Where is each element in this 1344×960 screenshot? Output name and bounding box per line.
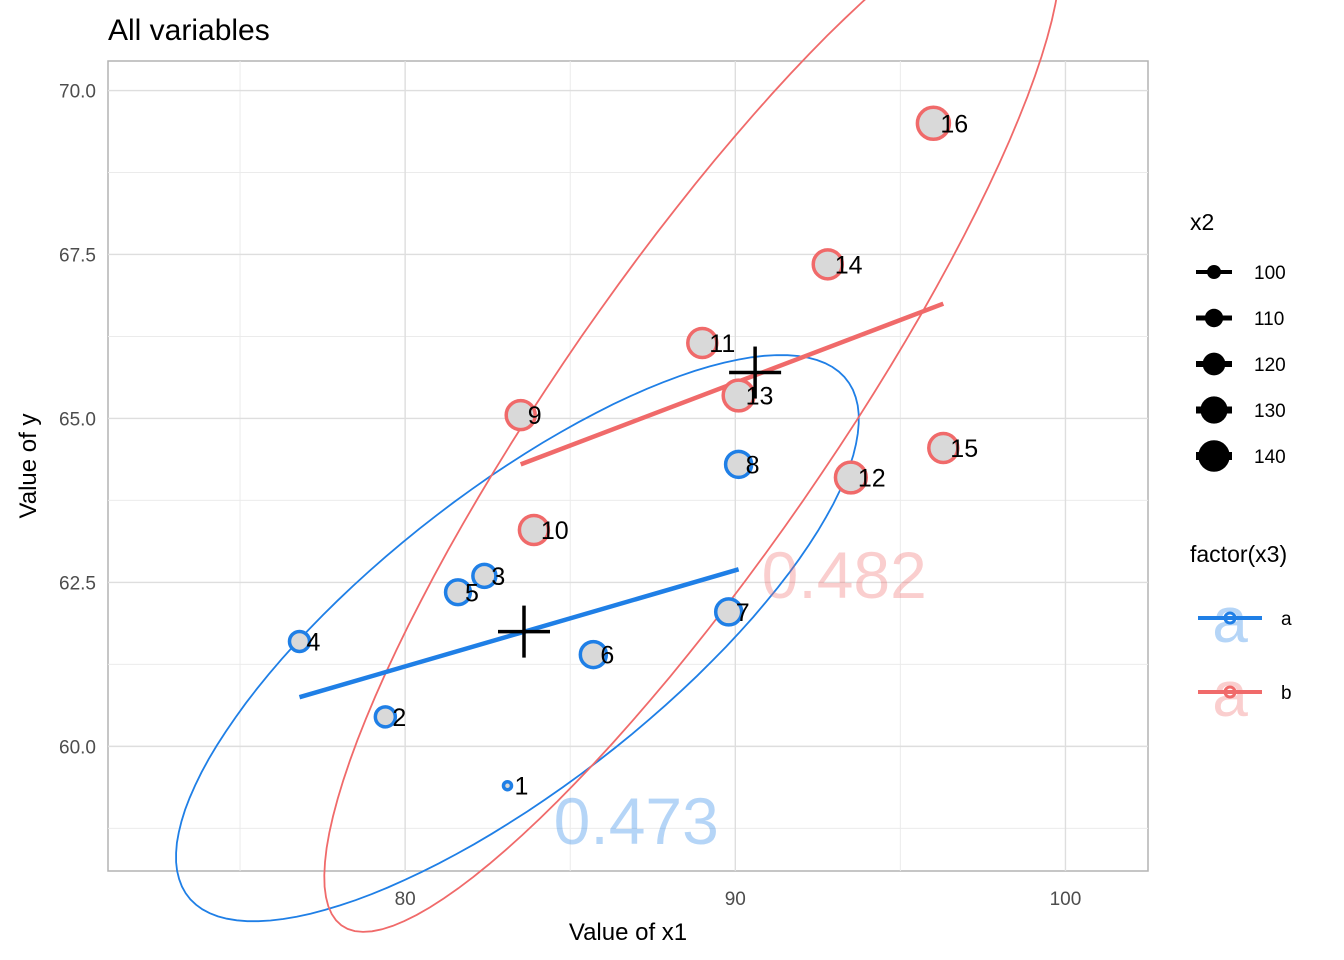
group-centroids xyxy=(498,346,782,658)
correlation-labels: 0.473 0.482 xyxy=(554,538,927,858)
point-label: 12 xyxy=(858,464,886,492)
y-axis-ticks: 60.0 62.5 65.0 67.5 70.0 xyxy=(59,82,96,759)
data-point xyxy=(373,705,398,729)
color-legend: factor(x3) a aa b xyxy=(1190,541,1292,730)
y-tick-label: 62.5 xyxy=(59,573,96,594)
data-point xyxy=(578,639,609,670)
x-tick-label: 100 xyxy=(1050,889,1082,910)
color-legend-point xyxy=(1223,685,1237,699)
data-point xyxy=(443,578,473,607)
x-tick-label: 90 xyxy=(725,889,746,910)
point-label: 8 xyxy=(746,451,760,479)
point-label: 10 xyxy=(541,517,569,545)
point-label: 13 xyxy=(746,382,774,410)
point-label: 2 xyxy=(392,704,406,732)
y-tick-label: 70.0 xyxy=(59,82,96,103)
point-label: 14 xyxy=(835,251,863,279)
point-label: 9 xyxy=(528,402,542,430)
confidence-ellipse-a xyxy=(175,354,860,923)
point-label: 15 xyxy=(950,435,978,463)
data-point xyxy=(686,326,719,360)
data-point xyxy=(517,513,551,547)
data-point xyxy=(927,431,960,465)
x-axis-title: Value of x1 xyxy=(569,919,687,946)
data-point xyxy=(501,779,514,792)
y-axis-title: Value of y xyxy=(15,414,42,519)
y-tick-label: 67.5 xyxy=(59,245,96,266)
x-tick-label: 80 xyxy=(395,889,416,910)
point-label: 7 xyxy=(736,599,750,627)
color-legend-label: a xyxy=(1281,609,1292,630)
size-legend-label: 140 xyxy=(1254,447,1286,468)
y-tick-label: 60.0 xyxy=(59,737,96,758)
data-point xyxy=(471,562,498,590)
color-legend-title: factor(x3) xyxy=(1190,541,1287,567)
data-point xyxy=(723,449,754,480)
size-legend-label: 100 xyxy=(1254,263,1286,284)
color-legend-point xyxy=(1223,611,1237,625)
size-legend: x2 100 110 120 130 140 xyxy=(1190,209,1286,472)
point-label: 5 xyxy=(465,579,479,607)
data-points xyxy=(287,105,960,792)
size-legend-label: 110 xyxy=(1254,309,1284,330)
point-label: 4 xyxy=(306,628,320,656)
grid-lines xyxy=(108,61,1148,871)
size-legend-label: 120 xyxy=(1254,355,1286,376)
data-point xyxy=(811,248,844,281)
data-point xyxy=(713,597,744,627)
size-legend-title: x2 xyxy=(1190,209,1214,235)
data-point xyxy=(504,398,537,432)
y-tick-label: 65.0 xyxy=(59,409,96,430)
color-legend-label: b xyxy=(1281,683,1292,704)
point-label: 11 xyxy=(709,330,735,358)
correlation-label-a: 0.473 xyxy=(554,784,719,858)
data-point xyxy=(833,460,869,495)
point-label: 1 xyxy=(514,773,528,801)
x-axis-ticks: 80 90 100 xyxy=(395,889,1082,910)
point-label: 3 xyxy=(491,563,505,591)
correlation-label-b: 0.482 xyxy=(762,538,927,612)
plot-panel xyxy=(107,60,1149,872)
size-legend-label: 130 xyxy=(1254,401,1286,422)
point-label: 16 xyxy=(940,110,968,138)
data-point xyxy=(915,105,952,142)
chart-title: All variables xyxy=(108,14,270,47)
point-label: 6 xyxy=(600,642,614,670)
data-point xyxy=(287,629,312,654)
